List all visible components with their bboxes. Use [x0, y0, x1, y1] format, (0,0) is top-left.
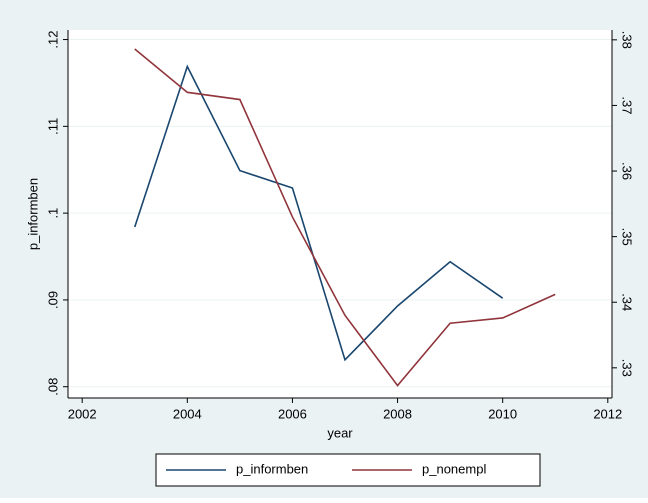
- series-line: [133, 64, 504, 362]
- x-tick-label: 2002: [68, 406, 97, 421]
- y-tick-label: .08: [45, 378, 60, 396]
- x-tick-label: 2012: [593, 406, 622, 421]
- legend-label: p_informben: [236, 461, 308, 476]
- plot-area: [68, 30, 612, 398]
- y2-tick-label: .33: [620, 359, 635, 377]
- y-tick-label: .12: [45, 31, 60, 49]
- y-tick-label: .1: [45, 208, 60, 219]
- series-line: [134, 48, 556, 387]
- y2-tick-label: .37: [620, 96, 635, 114]
- y2-tick-label: .38: [620, 31, 635, 49]
- y-tick-label: .11: [45, 118, 60, 135]
- x-tick-label: 2006: [278, 406, 307, 421]
- x-tick-label: 2008: [383, 406, 412, 421]
- x-axis-label: year: [327, 425, 353, 440]
- y2-tick-label: .34: [620, 293, 635, 311]
- y2-tick-label: .36: [620, 162, 635, 180]
- legend-label: p_nonempl: [422, 461, 486, 476]
- y-tick-label: .09: [45, 291, 60, 309]
- y-axis-label: p_informben: [25, 178, 40, 250]
- x-tick-label: 2010: [488, 406, 517, 421]
- y2-tick-label: .35: [620, 228, 635, 246]
- x-tick-label: 2004: [173, 406, 202, 421]
